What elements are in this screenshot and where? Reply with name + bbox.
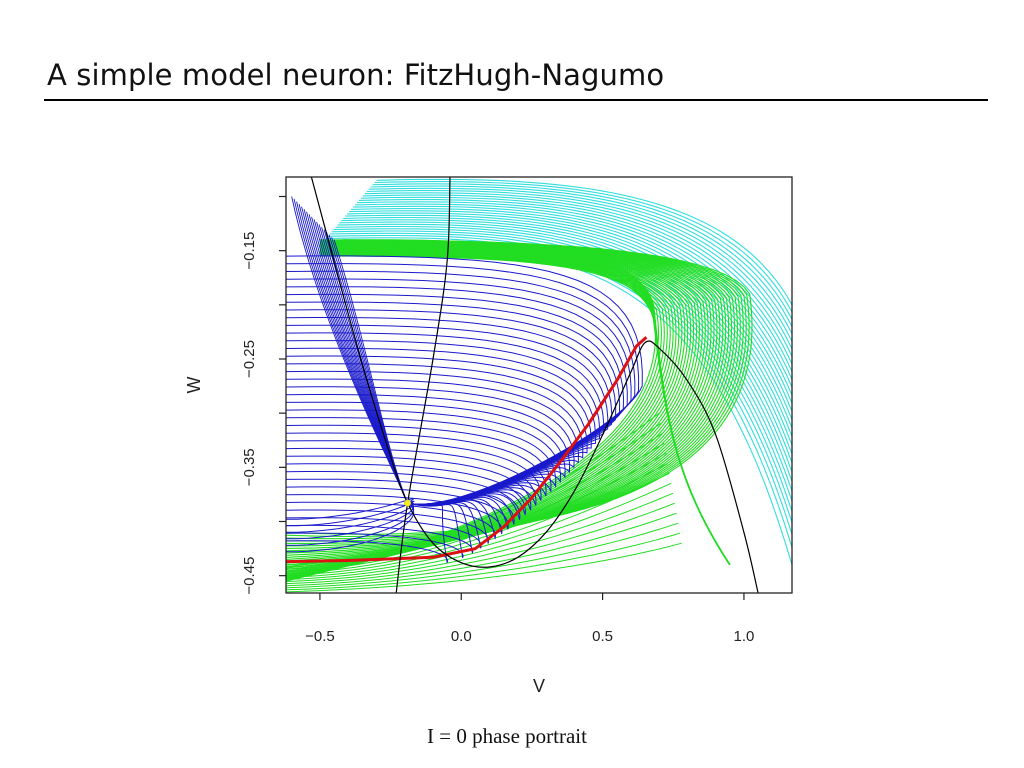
trajectory-cyan bbox=[345, 214, 792, 429]
axes-layer: −0.5 0.0 0.5 1.0 −0.15 −0.25 −0.35 −0.45 bbox=[241, 195, 755, 645]
x-tick-label: 1.0 bbox=[734, 628, 755, 645]
title-rule bbox=[44, 99, 988, 101]
trajectory-green bbox=[286, 502, 675, 585]
y-tick-label: −0.35 bbox=[241, 448, 258, 486]
y-tick-label: −0.25 bbox=[241, 340, 258, 378]
w-nullcline bbox=[395, 177, 451, 593]
trajectory-layer bbox=[286, 178, 792, 593]
trajectory-blue bbox=[333, 239, 409, 504]
trajectory-blue bbox=[286, 502, 415, 540]
trajectory-green bbox=[286, 452, 667, 574]
trajectory-green bbox=[286, 532, 681, 591]
x-axis-label: V bbox=[533, 676, 545, 696]
y-tick-label: −0.45 bbox=[241, 557, 258, 595]
trajectory-blue bbox=[286, 502, 415, 546]
trajectory-green bbox=[286, 482, 672, 580]
trajectory-green bbox=[286, 462, 669, 576]
trajectory-cyan bbox=[358, 199, 792, 372]
trajectory-cyan bbox=[362, 194, 792, 357]
trajectory-cyan bbox=[354, 203, 792, 388]
trajectory-blue bbox=[326, 232, 409, 504]
trajectory-green bbox=[286, 247, 706, 569]
x-tick-label: 0.5 bbox=[592, 628, 613, 645]
trajectory-green bbox=[286, 255, 660, 582]
trajectory-green bbox=[286, 255, 657, 582]
trajectory-blue bbox=[286, 409, 562, 506]
trajectory-cyan bbox=[356, 201, 792, 380]
y-axis-label: W bbox=[184, 377, 204, 394]
trajectory-blue bbox=[286, 394, 571, 506]
x-tick-label: 0.0 bbox=[451, 628, 472, 645]
slide-title: A simple model neuron: FitzHugh-Nagumo bbox=[47, 58, 665, 92]
trajectory-cyan bbox=[376, 178, 792, 306]
trajectory-cyan bbox=[368, 187, 792, 335]
trajectory-green bbox=[286, 412, 660, 566]
trajectory-green bbox=[286, 240, 747, 540]
trajectory-green bbox=[286, 422, 662, 568]
trajectory-cyan bbox=[374, 181, 792, 313]
trajectory-green bbox=[286, 542, 682, 593]
trajectory-green bbox=[286, 250, 686, 578]
trajectory-green bbox=[286, 472, 670, 578]
x-tick-label: −0.5 bbox=[305, 628, 335, 645]
separatrix-curve bbox=[286, 336, 648, 564]
v-nullcline bbox=[310, 177, 759, 593]
fixed-point-marker bbox=[404, 499, 412, 507]
trajectory-cyan bbox=[349, 210, 792, 412]
trajectory-green bbox=[342, 252, 731, 566]
trajectory-cyan bbox=[364, 192, 792, 350]
trajectory-green bbox=[286, 512, 677, 587]
trajectory-green bbox=[286, 492, 674, 582]
trajectory-blue bbox=[286, 255, 643, 505]
trajectory-cyan bbox=[347, 212, 792, 420]
trajectory-cyan bbox=[370, 185, 792, 327]
trajectory-cyan bbox=[372, 183, 792, 320]
caption-text: I = 0 phase portrait bbox=[427, 724, 587, 748]
trajectory-blue bbox=[286, 502, 415, 553]
y-tick-label: −0.15 bbox=[241, 232, 258, 270]
trajectory-blue bbox=[286, 502, 415, 533]
trajectory-blue bbox=[286, 500, 415, 527]
trajectory-green bbox=[286, 442, 665, 572]
trajectory-green bbox=[286, 522, 679, 589]
plot-frame bbox=[285, 176, 793, 594]
slide-caption: I = 0 phase portrait bbox=[0, 724, 1024, 749]
nullcline-layer bbox=[310, 177, 759, 593]
trajectory-cyan bbox=[366, 190, 792, 342]
trajectory-blue bbox=[286, 497, 415, 520]
trajectory-green bbox=[286, 239, 753, 535]
